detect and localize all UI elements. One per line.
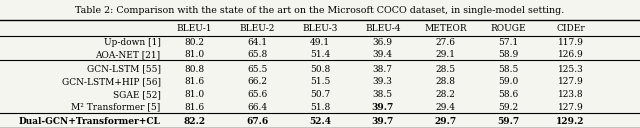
Text: 49.1: 49.1 [310, 38, 330, 47]
Text: 81.0: 81.0 [184, 90, 205, 99]
Text: 65.8: 65.8 [247, 50, 268, 59]
Text: GCN-LSTM+HIP [56]: GCN-LSTM+HIP [56] [61, 77, 161, 86]
Text: 65.6: 65.6 [247, 90, 268, 99]
Text: 81.6: 81.6 [184, 103, 205, 112]
Text: 28.2: 28.2 [435, 90, 456, 99]
Text: 117.9: 117.9 [557, 38, 584, 47]
Text: GCN-LSTM [55]: GCN-LSTM [55] [86, 65, 161, 74]
Text: 59.7: 59.7 [497, 117, 519, 126]
Text: CIDEr: CIDEr [556, 24, 585, 33]
Text: 80.8: 80.8 [184, 65, 205, 74]
Text: 27.6: 27.6 [435, 38, 456, 47]
Text: BLEU-2: BLEU-2 [239, 24, 275, 33]
Text: 126.9: 126.9 [557, 50, 584, 59]
Text: BLEU-1: BLEU-1 [177, 24, 212, 33]
Text: 51.8: 51.8 [310, 103, 330, 112]
Text: 127.9: 127.9 [557, 77, 584, 86]
Text: 39.4: 39.4 [372, 50, 393, 59]
Text: METEOR: METEOR [424, 24, 467, 33]
Text: 81.0: 81.0 [184, 50, 205, 59]
Text: 58.6: 58.6 [498, 90, 518, 99]
Text: 59.0: 59.0 [498, 77, 518, 86]
Text: 80.2: 80.2 [184, 38, 205, 47]
Text: 58.9: 58.9 [498, 50, 518, 59]
Text: 38.5: 38.5 [372, 90, 393, 99]
Text: 29.7: 29.7 [435, 117, 456, 126]
Text: 51.4: 51.4 [310, 50, 330, 59]
Text: 28.8: 28.8 [435, 77, 456, 86]
Text: AOA-NET [21]: AOA-NET [21] [95, 50, 161, 59]
Text: 81.6: 81.6 [184, 77, 205, 86]
Text: 127.9: 127.9 [557, 103, 584, 112]
Text: SGAE [52]: SGAE [52] [113, 90, 161, 99]
Text: 65.5: 65.5 [247, 65, 268, 74]
Text: 39.3: 39.3 [372, 77, 393, 86]
Text: 39.7: 39.7 [372, 103, 394, 112]
Text: 123.8: 123.8 [557, 90, 584, 99]
Text: BLEU-3: BLEU-3 [302, 24, 338, 33]
Text: 82.2: 82.2 [184, 117, 205, 126]
Text: 50.7: 50.7 [310, 90, 330, 99]
Text: 58.5: 58.5 [498, 65, 518, 74]
Text: Table 2: Comparison with the state of the art on the Microsoft COCO dataset, in : Table 2: Comparison with the state of th… [76, 6, 564, 15]
Text: 129.2: 129.2 [556, 117, 585, 126]
Text: 66.2: 66.2 [247, 77, 268, 86]
Text: 51.5: 51.5 [310, 77, 330, 86]
Text: 39.7: 39.7 [372, 117, 394, 126]
Text: 64.1: 64.1 [247, 38, 268, 47]
Text: ROUGE: ROUGE [490, 24, 526, 33]
Text: Dual-GCN+Transformer+CL: Dual-GCN+Transformer+CL [19, 117, 161, 126]
Text: 59.2: 59.2 [498, 103, 518, 112]
Text: 66.4: 66.4 [247, 103, 268, 112]
Text: 28.5: 28.5 [435, 65, 456, 74]
Text: 38.7: 38.7 [372, 65, 393, 74]
Text: 29.1: 29.1 [435, 50, 456, 59]
Text: 29.4: 29.4 [435, 103, 456, 112]
Text: M² Transformer [5]: M² Transformer [5] [72, 103, 161, 112]
Text: 125.3: 125.3 [557, 65, 584, 74]
Text: 50.8: 50.8 [310, 65, 330, 74]
Text: 57.1: 57.1 [498, 38, 518, 47]
Text: Up-down [1]: Up-down [1] [104, 38, 161, 47]
Text: BLEU-4: BLEU-4 [365, 24, 401, 33]
Text: 36.9: 36.9 [372, 38, 393, 47]
Text: 67.6: 67.6 [246, 117, 268, 126]
Text: 52.4: 52.4 [309, 117, 331, 126]
